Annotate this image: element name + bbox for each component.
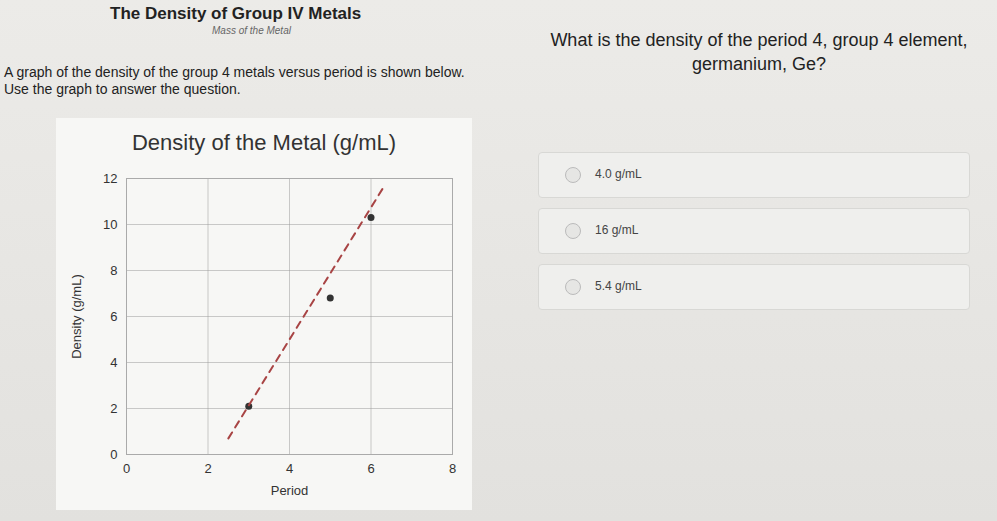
html-text:Mass of the Metal: Mass of the Metal — [212, 25, 291, 36]
svg-text:0: 0 — [123, 461, 130, 476]
svg-text:4: 4 — [286, 461, 293, 476]
svg-text:2: 2 — [110, 401, 117, 416]
html-text:A graph of the density of the: A graph of the density of the group 4 me… — [4, 64, 465, 97]
html-text:What is the density of the per: What is the density of the period 4, gro… — [550, 30, 968, 74]
svg-text:12: 12 — [103, 171, 117, 186]
svg-text:6: 6 — [367, 461, 374, 476]
svg-text:0: 0 — [110, 447, 117, 462]
svg-text:10: 10 — [103, 217, 117, 232]
svg-text:6: 6 — [110, 309, 117, 324]
svg-text:8: 8 — [110, 263, 117, 278]
html-text:Density of the Metal (g/mL): Density of the Metal (g/mL) — [131, 130, 396, 155]
html-text:5.4 g/mL: 5.4 g/mL — [595, 279, 642, 293]
svg-text:8: 8 — [449, 461, 456, 476]
svg-text:2: 2 — [204, 461, 211, 476]
html-text:The Density of Group IV Metals: The Density of Group IV Metals — [110, 4, 362, 23]
svg-text:4: 4 — [110, 355, 117, 370]
svg-text:Density (g/mL): Density (g/mL) — [69, 274, 84, 359]
html-text:16 g/mL: 16 g/mL — [595, 223, 639, 237]
svg-text:Period: Period — [271, 483, 309, 498]
html-text:4.0 g/mL: 4.0 g/mL — [595, 167, 642, 181]
